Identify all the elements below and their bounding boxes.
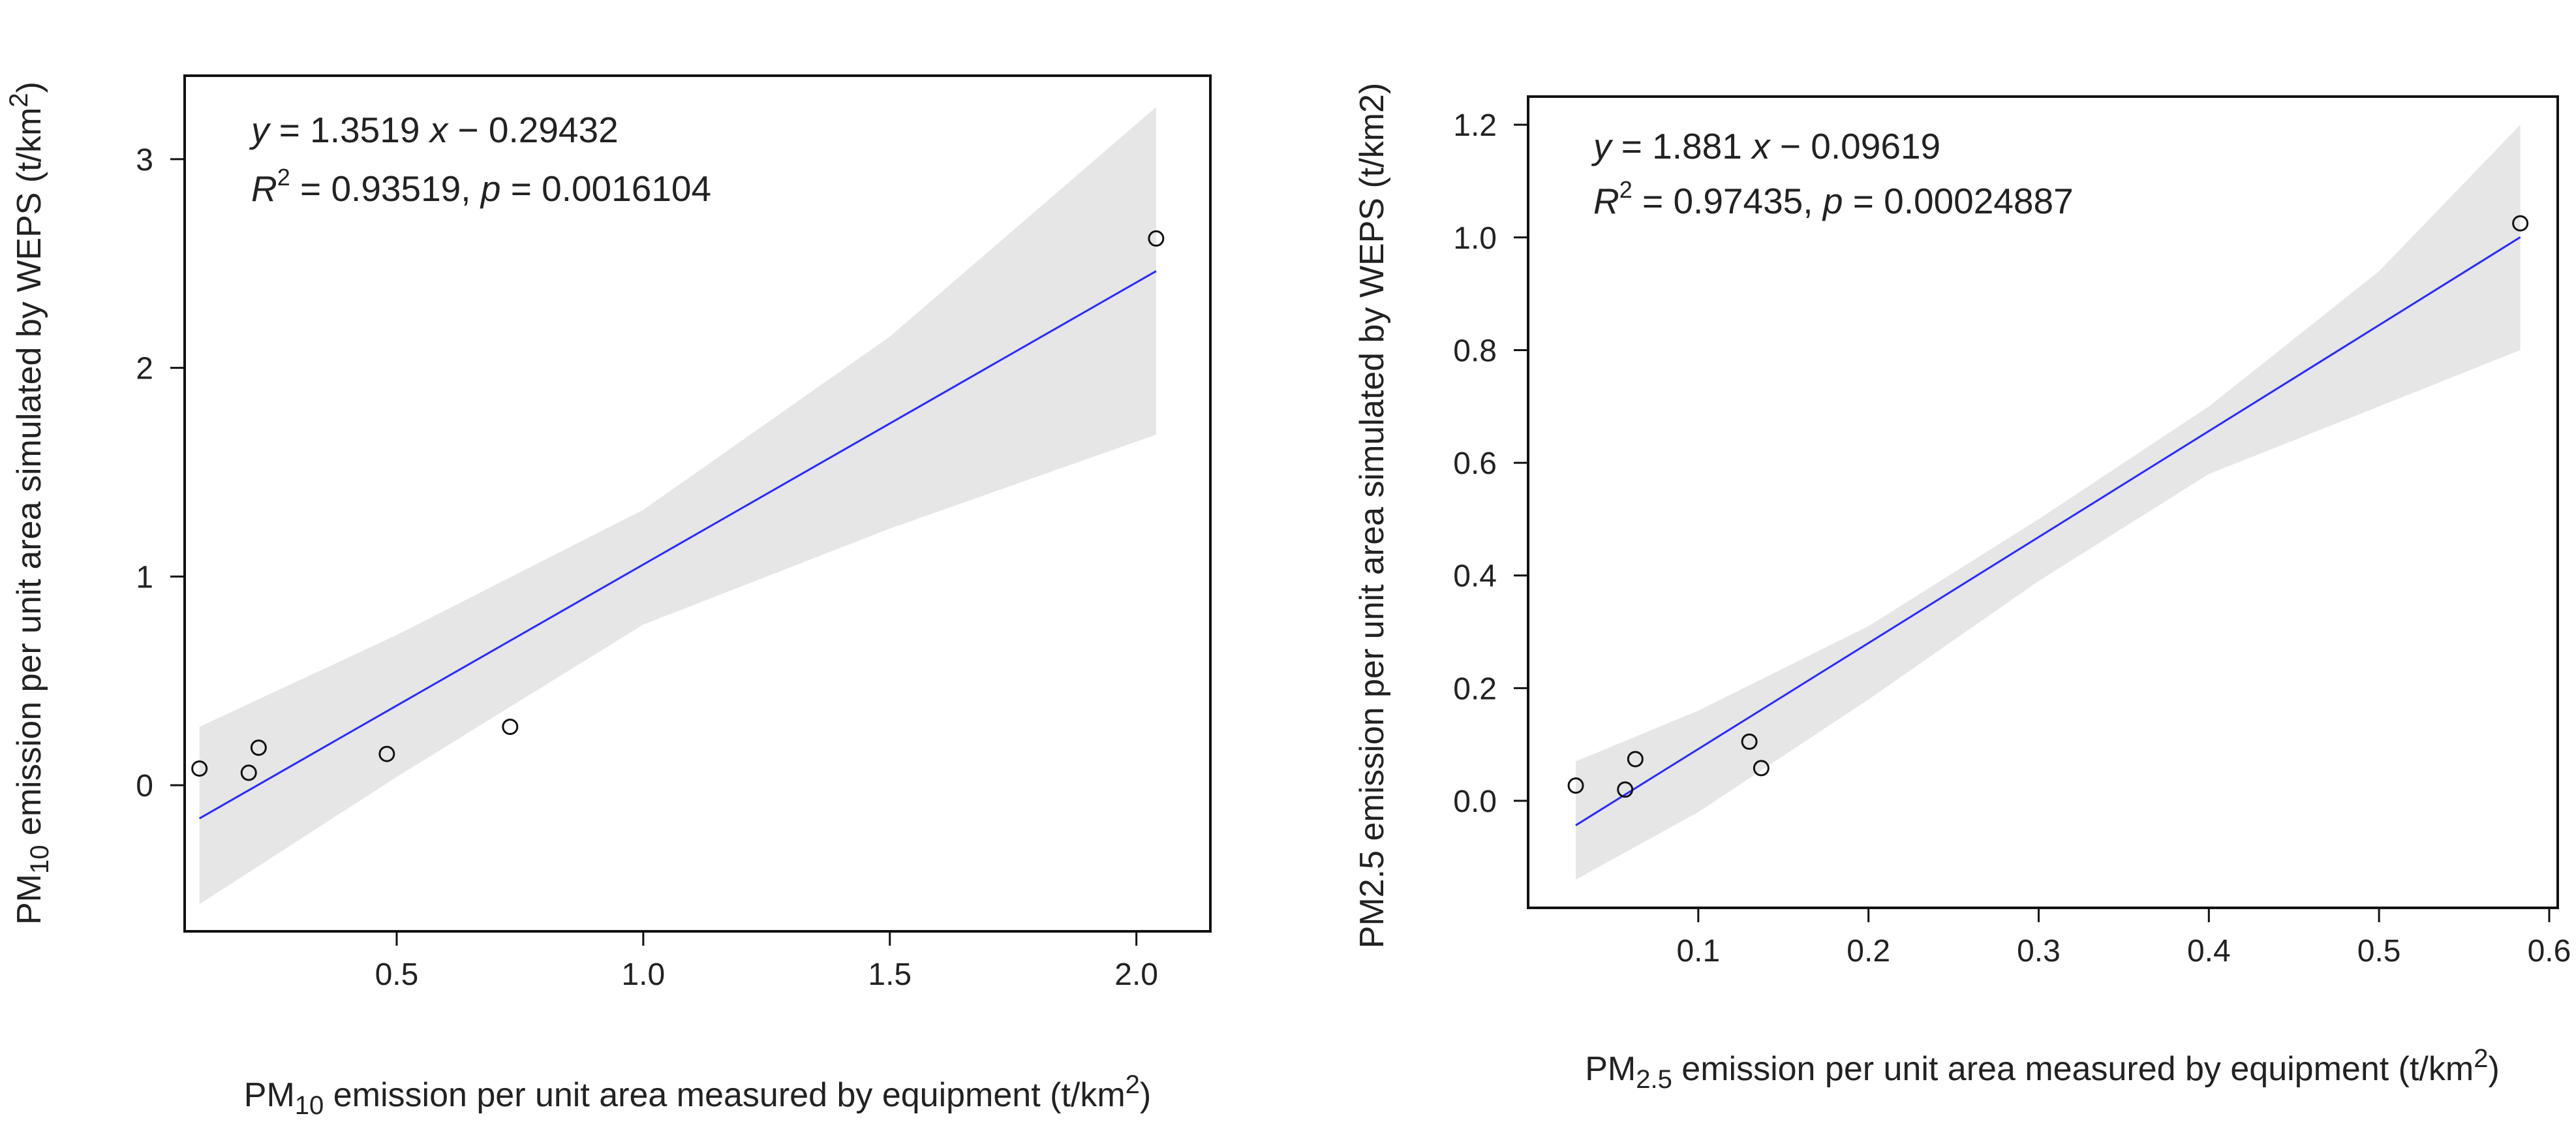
- r-squared-symbol: R: [251, 168, 277, 209]
- y-tick-label: 0: [136, 769, 153, 803]
- data-point: [1741, 733, 1758, 750]
- x-axis-title-text: emission per unit area measured by equip…: [324, 1076, 1125, 1114]
- data-point: [240, 764, 257, 781]
- eq-slope-text: = 1.881: [1612, 126, 1753, 166]
- data-point: [1567, 777, 1584, 794]
- regression-line: [1575, 236, 2521, 826]
- data-point: [502, 719, 519, 736]
- eq-y-symbol: y: [1591, 126, 1614, 166]
- x-tick-label: 0.3: [2017, 934, 2061, 969]
- equation-line: y = 1.881 x − 0.09619: [1591, 126, 1940, 166]
- eq-x-symbol: x: [1750, 126, 1771, 166]
- regression-annotation: y = 1.3519 x − 0.29432 R2 = 0.93519, p =…: [249, 110, 711, 209]
- x-axis-title-prefix: PM: [1585, 1050, 1636, 1088]
- y-tick-label: 3: [136, 143, 153, 178]
- x-axis-title-suffix: ): [2488, 1050, 2499, 1088]
- r-squared-sup: 2: [1619, 176, 1633, 203]
- plot-frame: [1527, 95, 2559, 909]
- y-axis-title-suffix: ): [10, 82, 48, 93]
- data-point: [191, 760, 208, 777]
- x-axis-title-text: emission per unit area measured by equip…: [1672, 1050, 2474, 1088]
- p-value: = 0.0016104: [500, 168, 711, 209]
- eq-x-symbol: x: [428, 110, 450, 150]
- data-point: [250, 739, 267, 756]
- x-axis-title-sup: 2: [1126, 1070, 1140, 1099]
- equation-line: y = 1.3519 x − 0.29432: [249, 110, 619, 150]
- data-point: [1617, 781, 1634, 798]
- r-squared-value: = 0.97435,: [1633, 181, 1823, 221]
- y-tick-label: 1.0: [1453, 221, 1497, 256]
- y-tick-label: 0.4: [1453, 559, 1497, 594]
- plot-frame: [183, 74, 1212, 933]
- y-tick-label: 2: [136, 352, 153, 386]
- x-tick-label: 0.5: [375, 957, 419, 992]
- x-tick-label: 0.6: [2528, 934, 2571, 969]
- y-axis-title-prefix: PM: [10, 874, 48, 925]
- y-tick-label: 1.2: [1453, 108, 1497, 143]
- eq-intercept-text: − 0.29432: [448, 110, 619, 150]
- x-tick-label: 0.1: [1676, 934, 1720, 969]
- y-tick-label: 0.0: [1453, 784, 1497, 819]
- confidence-band: [199, 107, 1156, 905]
- x-axis-title-sub: 10: [295, 1091, 324, 1120]
- y-tick-label: 0.8: [1453, 334, 1497, 368]
- x-axis-title-sub: 2.5: [1636, 1065, 1672, 1094]
- data-point: [378, 745, 395, 762]
- x-tick-label: 0.2: [1847, 934, 1890, 969]
- eq-y-symbol: y: [249, 110, 271, 150]
- x-tick-label: 0.4: [2187, 934, 2231, 969]
- x-tick-label: 1.0: [621, 957, 665, 992]
- pm25-chart: 0.1 0.2 0.3 0.4 0.5 0.60.00.20.40.60.81.01.2 …: [1353, 83, 2571, 1094]
- r-squared-symbol: R: [1593, 181, 1619, 221]
- x-axis-title: PM2.5 emission per unit area measured by…: [1585, 1044, 2500, 1094]
- x-axis-title-sup: 2: [2474, 1044, 2488, 1073]
- y-tick-label: 1: [136, 560, 153, 595]
- data-point: [1753, 760, 1770, 777]
- r-squared-sup: 2: [277, 164, 290, 191]
- eq-intercept-text: − 0.09619: [1770, 126, 1941, 166]
- y-axis-title-sub: 10: [25, 845, 54, 875]
- r-squared-value: = 0.93519,: [290, 168, 481, 209]
- x-tick-label: 0.5: [2357, 934, 2401, 969]
- x-tick-label: 1.5: [868, 957, 912, 992]
- p-value: = 0.00024887: [1843, 181, 2073, 221]
- stats-line: R2 = 0.93519, p = 0.0016104: [251, 164, 711, 209]
- eq-slope-text: = 1.3519: [269, 110, 430, 150]
- y-axis-title-text: emission per unit area simulated by WEPS…: [10, 108, 48, 845]
- data-point: [2512, 215, 2529, 232]
- confidence-band: [1576, 125, 2521, 880]
- pm10-chart: 0.5 1.0 1.5 2.0 0 1 2 3 y = 1.3519 x − 0.29432 …: [5, 74, 1212, 1120]
- p-symbol: p: [1822, 181, 1843, 221]
- x-axis-title-suffix: ): [1140, 1076, 1151, 1114]
- x-axis-title: PM10 emission per unit area measured by …: [244, 1070, 1151, 1120]
- data-point: [1627, 751, 1644, 768]
- p-symbol: p: [480, 168, 501, 209]
- x-tick-label: 2.0: [1114, 957, 1158, 992]
- y-axis-title-sup: 2: [5, 93, 33, 107]
- y-axis-title: PM2.5 emission per unit area simulated b…: [1353, 83, 1391, 948]
- y-axis-title: PM10 emission per unit area simulated by…: [5, 82, 54, 925]
- stats-line: R2 = 0.97435, p = 0.00024887: [1593, 176, 2074, 221]
- regression-line: [198, 270, 1157, 820]
- x-axis-title-prefix: PM: [244, 1076, 295, 1114]
- y-tick-label: 0.6: [1453, 446, 1497, 481]
- y-tick-label: 0.2: [1453, 672, 1497, 706]
- regression-annotation: y = 1.881 x − 0.09619 R2 = 0.97435, p = …: [1591, 126, 2074, 221]
- data-point: [1148, 230, 1165, 247]
